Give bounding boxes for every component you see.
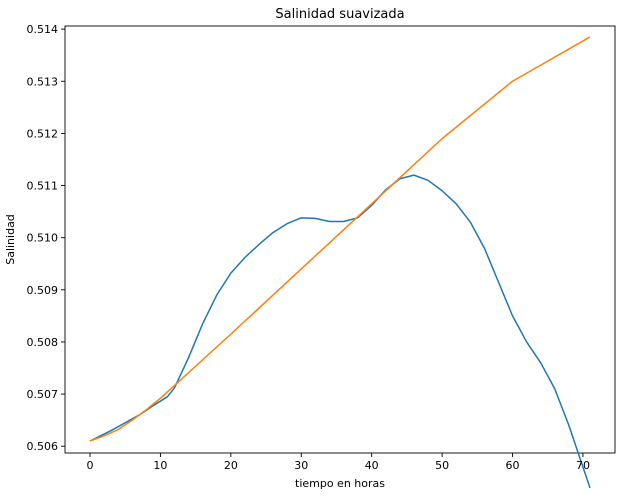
x-tick-label: 50 xyxy=(435,459,449,472)
plot-frame xyxy=(64,25,616,454)
y-tick-label: 0.509 xyxy=(27,284,59,297)
x-tick-label: 20 xyxy=(224,459,238,472)
chart-title: Salinidad suavizada xyxy=(275,7,404,22)
y-axis-label: Salinidad xyxy=(4,214,17,265)
series-layer xyxy=(89,36,591,489)
x-tick-label: 60 xyxy=(506,459,520,472)
series-line-1 xyxy=(89,174,591,489)
y-axis: 0.506 0.507 0.508 0.509 0.510 0.511 0.512 0.513… xyxy=(27,23,65,453)
y-tick-label: 0.513 xyxy=(27,75,59,88)
y-tick-label: 0.511 xyxy=(27,180,59,193)
x-axis-label: tiempo en horas xyxy=(295,477,385,490)
x-tick-label: 10 xyxy=(153,459,167,472)
x-axis: 0 10 20 30 40 50 60 70 xyxy=(87,453,590,472)
y-tick-label: 0.508 xyxy=(27,336,59,349)
x-tick-label: 70 xyxy=(576,459,590,472)
x-tick-label: 30 xyxy=(294,459,308,472)
x-tick-label: 0 xyxy=(87,459,94,472)
plot-area xyxy=(64,25,616,489)
y-tick-label: 0.512 xyxy=(27,127,59,140)
y-tick-label: 0.507 xyxy=(27,388,59,401)
y-tick-label: 0.510 xyxy=(27,232,59,245)
y-tick-label: 0.514 xyxy=(27,23,59,36)
series-line-2 xyxy=(89,36,591,442)
x-tick-label: 40 xyxy=(365,459,379,472)
y-tick-label: 0.506 xyxy=(27,440,59,453)
